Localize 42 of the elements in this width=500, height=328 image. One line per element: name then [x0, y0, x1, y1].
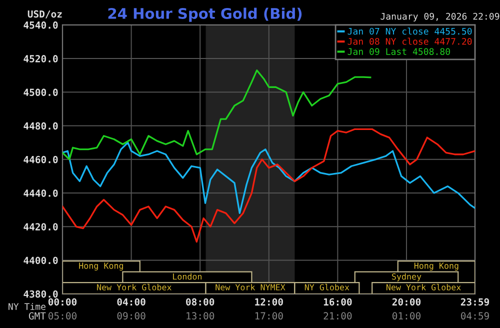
y-tick-label: 4500.0 — [24, 88, 58, 96]
legend-label: Jan 09 Last 4508.80 — [348, 48, 450, 55]
band-label: New York Globex — [97, 284, 172, 290]
band-label: Sydney — [392, 273, 422, 282]
x-tick-label: 16:00 — [324, 298, 352, 306]
y-tick-label: 4520.0 — [24, 55, 58, 62]
legend-label: Jan 08 NY close 4477.20 — [348, 38, 472, 45]
x2-tick-label: 04:59 — [461, 312, 489, 320]
y-tick-label: 4420.0 — [24, 223, 58, 230]
x-tick-label: 04:00 — [117, 298, 146, 306]
x2-tick-label: 17:00 — [255, 312, 283, 320]
x2-tick-label: 21:00 — [324, 312, 352, 320]
y-tick-label: 4440.0 — [24, 190, 58, 197]
line-series — [62, 69, 372, 160]
band-label: New York NYMEX — [216, 284, 286, 290]
band-label: Hong Kong — [79, 262, 123, 271]
x2-tick-label: 09:00 — [117, 312, 146, 320]
band-label: London — [173, 273, 202, 280]
x2-tick-label: 05:00 — [48, 312, 77, 320]
line-series — [62, 128, 475, 243]
x-tick-label: 20:00 — [392, 298, 421, 306]
band-label: Hong Kong — [414, 262, 458, 271]
x-axis-title: NY Time — [8, 302, 46, 310]
y-axis-title: USD/oz — [28, 10, 62, 18]
y-tick-label: 4460.0 — [24, 156, 58, 164]
x-tick-label: 00:00 — [48, 298, 77, 306]
y-tick-label: 4480.0 — [24, 122, 58, 130]
line-series — [62, 142, 475, 214]
x2-axis-title: GMT — [28, 312, 46, 320]
chart-title: 24 Hour Spot Gold (Bid) — [108, 8, 302, 22]
legend-label: Jan 07 NY close 4455.50 — [348, 28, 472, 35]
y-tick-label: 4380.0 — [24, 290, 58, 298]
y-tick-label: 4400.0 — [24, 256, 58, 264]
x-tick-label: 12:00 — [255, 298, 283, 306]
x2-tick-label: 13:00 — [186, 312, 214, 320]
band-label: NY Globex — [304, 284, 350, 290]
x-tick-label: 08:00 — [186, 298, 214, 306]
x-tick-label: 23:59 — [460, 298, 490, 306]
x2-tick-label: 01:00 — [392, 312, 420, 320]
band-label: New York Globex — [386, 284, 461, 290]
y-tick-label: 4540.0 — [24, 21, 58, 29]
chart-subtitle: January 09, 2026 22:09 — [380, 12, 500, 22]
